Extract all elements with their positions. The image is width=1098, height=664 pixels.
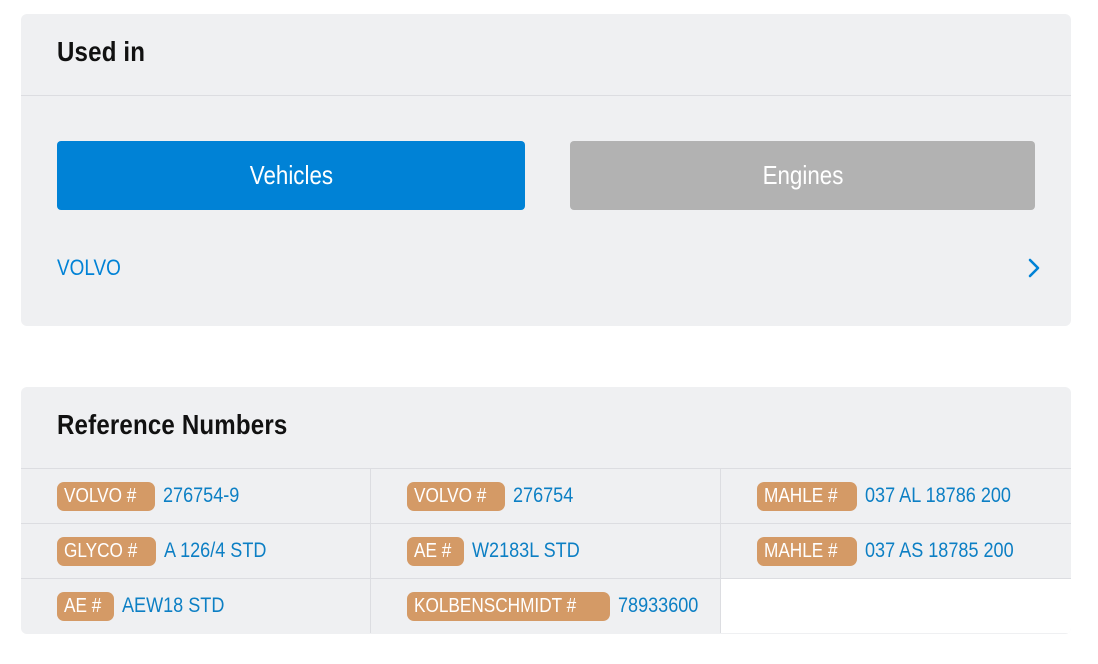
reference-number-text: A 126/4 STD bbox=[164, 539, 267, 562]
brand-badge: MAHLE # bbox=[757, 536, 857, 566]
reference-number-text: 276754 bbox=[513, 484, 574, 507]
reference-cell: VOLVO # 276754 bbox=[371, 469, 721, 523]
reference-number-text: 037 AS 18785 200 bbox=[864, 539, 1014, 562]
reference-cell: KOLBENSCHMIDT # 78933600 bbox=[371, 579, 721, 633]
used-in-divider bbox=[21, 95, 1071, 96]
reference-number-text: 276754-9 bbox=[163, 484, 240, 507]
brand-badge-label: MAHLE # bbox=[764, 539, 838, 562]
reference-numbers-card: Reference Numbers VOLVO # 276754-9 VOLVO… bbox=[21, 387, 1071, 634]
brand-badge-label: VOLVO # bbox=[414, 484, 487, 507]
reference-row: VOLVO # 276754-9 VOLVO # 276754 MAHLE # … bbox=[21, 468, 1071, 523]
vehicles-tab-button[interactable]: Vehicles bbox=[57, 141, 525, 210]
brand-badge-label: AE # bbox=[64, 594, 102, 617]
reference-number-link[interactable]: 037 AL 18786 200 bbox=[865, 484, 1035, 508]
reference-row: AE # AEW18 STD KOLBENSCHMIDT # 78933600 bbox=[21, 578, 1071, 633]
engines-tab-label: Engines bbox=[762, 160, 843, 190]
engines-tab-button[interactable]: Engines bbox=[570, 141, 1035, 210]
reference-number-text: AEW18 STD bbox=[122, 594, 225, 617]
brand-badge-label: AE # bbox=[414, 539, 452, 562]
reference-number-link[interactable]: 78933600 bbox=[618, 594, 711, 618]
reference-row: GLYCO # A 126/4 STD AE # W2183L STD MAHL… bbox=[21, 523, 1071, 578]
brand-badge: AE # bbox=[57, 591, 115, 621]
brand-badge: VOLVO # bbox=[57, 481, 156, 511]
reference-cell: MAHLE # 037 AS 18785 200 bbox=[721, 524, 1071, 578]
brand-badge-label: VOLVO # bbox=[64, 484, 137, 507]
brand-badge: MAHLE # bbox=[757, 481, 857, 511]
reference-number-link[interactable]: W2183L STD bbox=[472, 539, 597, 563]
reference-cell: AE # W2183L STD bbox=[371, 524, 721, 578]
brand-badge-label: MAHLE # bbox=[764, 484, 838, 507]
reference-number-link[interactable]: 276754-9 bbox=[163, 484, 252, 508]
brand-badge: AE # bbox=[407, 536, 465, 566]
reference-numbers-grid: VOLVO # 276754-9 VOLVO # 276754 MAHLE # … bbox=[21, 468, 1071, 633]
reference-number-link[interactable]: A 126/4 STD bbox=[164, 539, 283, 563]
brand-badge: KOLBENSCHMIDT # bbox=[407, 591, 610, 621]
brand-badge: VOLVO # bbox=[407, 481, 506, 511]
reference-number-link[interactable]: 037 AS 18785 200 bbox=[865, 539, 1038, 563]
used-in-card: Used in Vehicles Engines VOLVO bbox=[21, 14, 1071, 326]
reference-number-text: 78933600 bbox=[617, 594, 698, 617]
reference-cell-empty bbox=[721, 579, 1071, 633]
brand-badge: GLYCO # bbox=[57, 536, 157, 566]
reference-number-text: 037 AL 18786 200 bbox=[864, 484, 1011, 507]
brand-badge-label: KOLBENSCHMIDT # bbox=[414, 594, 577, 617]
reference-cell: AE # AEW18 STD bbox=[21, 579, 371, 633]
vehicle-make-label: VOLVO bbox=[57, 255, 121, 280]
vehicle-make-item-volvo[interactable]: VOLVO bbox=[57, 246, 1041, 290]
vehicles-tab-label: Vehicles bbox=[249, 160, 333, 190]
reference-number-link[interactable]: AEW18 STD bbox=[122, 594, 241, 618]
reference-cell: GLYCO # A 126/4 STD bbox=[21, 524, 371, 578]
reference-cell: VOLVO # 276754-9 bbox=[21, 469, 371, 523]
reference-number-text: W2183L STD bbox=[472, 539, 581, 562]
chevron-right-icon[interactable] bbox=[1027, 257, 1041, 279]
reference-cell: MAHLE # 037 AL 18786 200 bbox=[721, 469, 1071, 523]
reference-numbers-title: Reference Numbers bbox=[57, 409, 288, 440]
brand-badge-label: GLYCO # bbox=[64, 539, 138, 562]
used-in-title: Used in bbox=[57, 36, 146, 67]
reference-number-link[interactable]: 276754 bbox=[513, 484, 583, 508]
